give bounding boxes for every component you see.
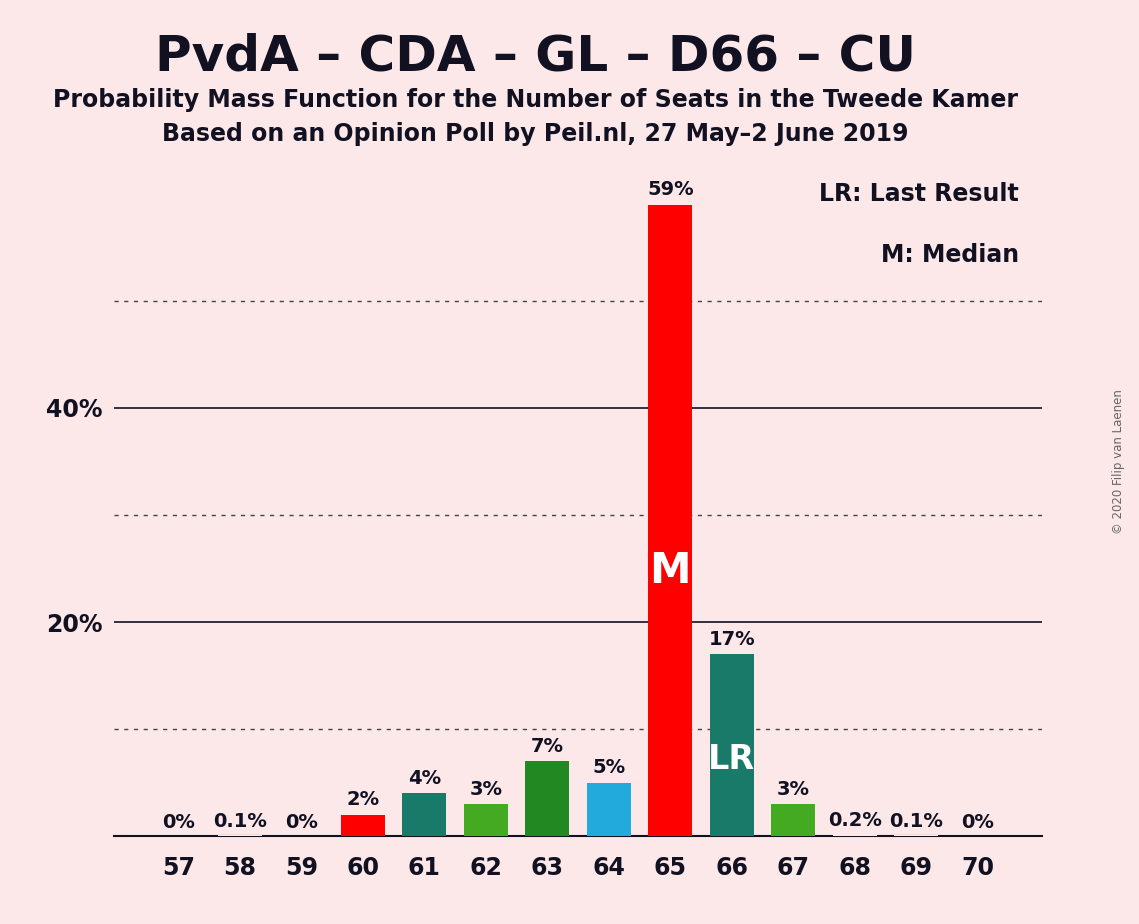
Text: 4%: 4% [408, 769, 441, 788]
Bar [833, 834, 877, 836]
Text: 2%: 2% [346, 790, 379, 809]
Text: LR: LR [708, 743, 755, 776]
Bar [402, 794, 446, 836]
Bar [771, 804, 816, 836]
Bar [341, 815, 385, 836]
Bar [894, 835, 939, 836]
Bar [218, 835, 262, 836]
Text: 5%: 5% [592, 759, 625, 777]
Text: Probability Mass Function for the Number of Seats in the Tweede Kamer: Probability Mass Function for the Number… [52, 88, 1018, 112]
Text: 59%: 59% [647, 180, 694, 200]
Text: 0%: 0% [285, 813, 318, 832]
Text: Based on an Opinion Poll by Peil.nl, 27 May–2 June 2019: Based on an Opinion Poll by Peil.nl, 27 … [162, 122, 909, 146]
Text: 17%: 17% [708, 630, 755, 649]
Text: 3%: 3% [469, 780, 502, 798]
Text: LR: Last Result: LR: Last Result [819, 182, 1019, 206]
Bar [587, 783, 631, 836]
Text: 3%: 3% [777, 780, 810, 798]
Text: 0%: 0% [162, 813, 195, 832]
Text: © 2020 Filip van Laenen: © 2020 Filip van Laenen [1112, 390, 1125, 534]
Bar [648, 204, 693, 836]
Text: 0.1%: 0.1% [890, 812, 943, 831]
Bar [464, 804, 508, 836]
Text: 0.1%: 0.1% [213, 812, 267, 831]
Text: M: Median: M: Median [880, 243, 1019, 267]
Text: 0.2%: 0.2% [828, 810, 882, 830]
Bar [525, 761, 570, 836]
Text: PvdA – CDA – GL – D66 – CU: PvdA – CDA – GL – D66 – CU [155, 32, 916, 80]
Text: 0%: 0% [961, 813, 994, 832]
Text: M: M [649, 550, 691, 592]
Text: 7%: 7% [531, 737, 564, 756]
Bar [710, 654, 754, 836]
